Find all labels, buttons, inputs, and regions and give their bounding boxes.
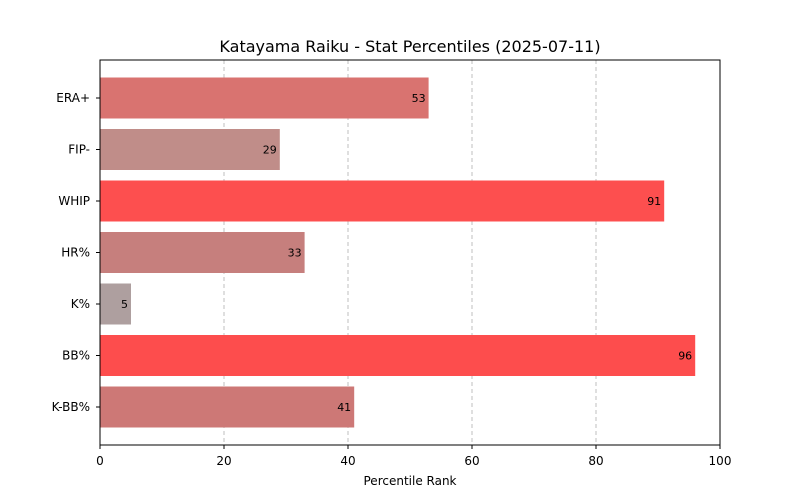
y-tick-label: K-BB%	[52, 400, 90, 414]
y-tick-label: FIP-	[68, 143, 90, 157]
plot-frame	[99, 59, 721, 446]
bar-whip	[100, 180, 665, 222]
x-tick-label: 40	[340, 454, 355, 468]
bar-k-bb-	[100, 386, 355, 428]
y-tick-label: BB%	[62, 349, 90, 363]
bar-layer: 53 29 91 33 5 96 41	[100, 77, 696, 428]
bar-value-label: 53	[412, 92, 426, 105]
x-tick-label: 20	[216, 454, 231, 468]
y-tick-label: K%	[71, 297, 90, 311]
bar-hr-	[100, 232, 305, 273]
bar-value-label: 33	[288, 247, 302, 260]
bar-bb-	[100, 335, 696, 376]
bar-value-label: 96	[678, 350, 692, 363]
chart-title: Katayama Raiku - Stat Percentiles (2025-…	[219, 37, 600, 56]
y-tick-label: WHIP	[58, 194, 90, 208]
y-tick-label: HR%	[61, 246, 90, 260]
bar-value-label: 29	[263, 144, 277, 157]
bar-value-label: 5	[121, 298, 128, 311]
y-tick-label: ERA+	[56, 91, 90, 105]
bar-value-label: 91	[647, 195, 661, 208]
bar-value-label: 41	[337, 401, 351, 414]
x-tick-label: 60	[464, 454, 479, 468]
x-axis-label: Percentile Rank	[364, 474, 457, 488]
y-axis: ERA+ FIP- WHIP HR% K% BB% K-BB%	[52, 91, 100, 414]
x-tick-label: 100	[709, 454, 732, 468]
x-tick-label: 0	[96, 454, 104, 468]
bar-era-	[100, 77, 429, 119]
bar-fip-	[100, 129, 280, 170]
bar-k-	[100, 283, 131, 325]
x-axis: 0 20 40 60 80 100	[96, 445, 731, 468]
x-tick-label: 80	[588, 454, 603, 468]
